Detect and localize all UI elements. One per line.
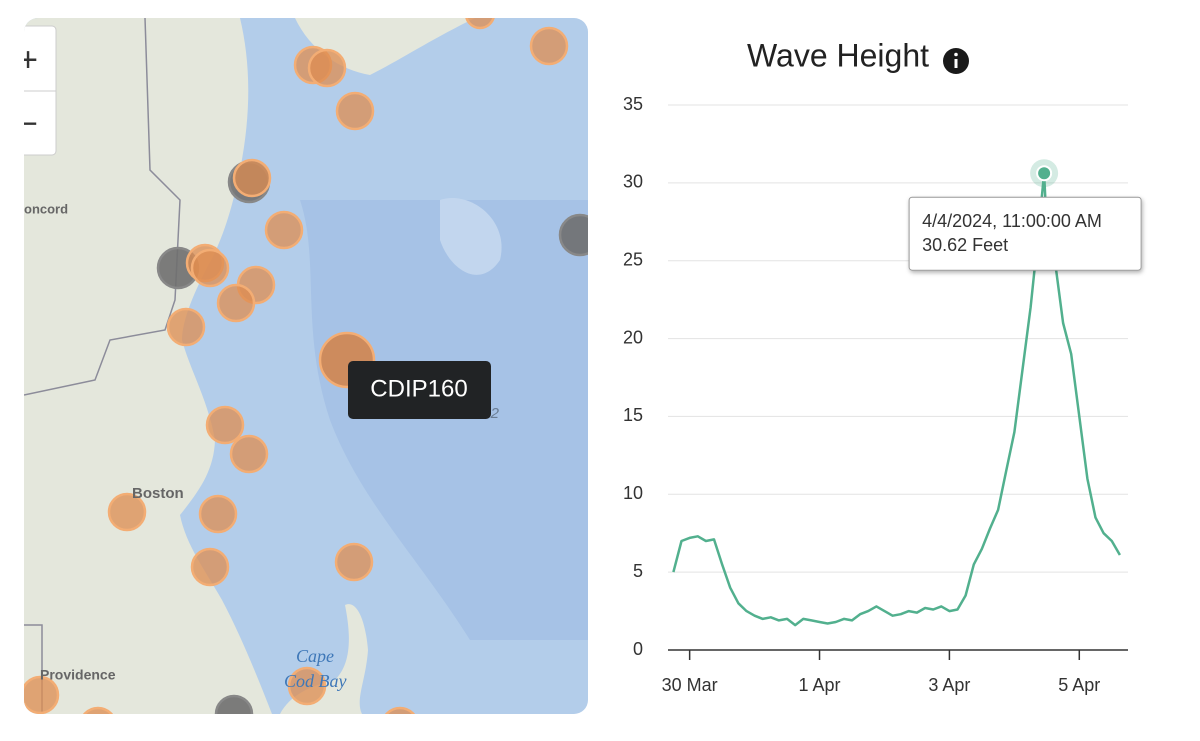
y-tick-label: 35: [623, 94, 643, 114]
buoy-marker: [264, 210, 304, 250]
place-label: Boston: [132, 485, 184, 502]
buoy-marker: [205, 405, 245, 445]
y-tick-label: 25: [623, 249, 643, 269]
y-tick-label: 5: [633, 561, 643, 581]
buoy-marker: [307, 48, 347, 88]
buoy-marker: [216, 283, 256, 323]
y-tick-label: 0: [633, 639, 643, 659]
tooltip-title: 4/4/2024, 11:00:00 AM: [922, 211, 1102, 231]
hover-point: [1036, 165, 1053, 182]
x-tick-label: 1 Apr: [799, 675, 841, 695]
buoy-marker: [166, 307, 206, 347]
x-tick-label: 30 Mar: [662, 675, 718, 695]
y-tick-label: 20: [623, 327, 643, 347]
buoy-marker: [287, 666, 327, 706]
buoy-marker: [529, 26, 569, 66]
info-icon-glyph: [954, 52, 958, 57]
buoy-marker: [229, 434, 269, 474]
buoy-marker: [107, 492, 147, 532]
y-tick-label: 30: [623, 172, 643, 192]
x-tick-label: 5 Apr: [1058, 675, 1100, 695]
map[interactable]: oncord Boston Providence Cape Cod Bay 20…: [14, 0, 600, 736]
tooltip-value: 30.62 Feet: [922, 235, 1008, 255]
deep-water: [300, 200, 588, 640]
buoy-marker: [78, 706, 118, 714]
chart-title: Wave Height: [747, 37, 929, 73]
chart: 0 5 10 15 20 25 30 35 30 Mar 1 Apr 3 Apr 5 Apr 4/4/2…: [623, 94, 1142, 695]
x-tick-label: 3 Apr: [928, 675, 970, 695]
place-label: oncord: [24, 201, 68, 216]
y-tick-label: 10: [623, 483, 643, 503]
state-border: [24, 18, 181, 396]
buoy-marker: [232, 158, 272, 198]
buoy-marker: [198, 494, 238, 534]
buoy-marker: [380, 706, 420, 714]
buoy-marker: [558, 213, 588, 257]
buoy-markers: [24, 18, 588, 714]
buoy-marker: [214, 694, 254, 714]
buoy-marker: [464, 18, 496, 30]
zoom-out[interactable]: −: [18, 105, 38, 143]
place-label: Providence: [40, 667, 116, 683]
zoom-in[interactable]: +: [18, 41, 38, 79]
tooltip: [908, 196, 1142, 271]
buoy-marker: [190, 547, 230, 587]
bank: [440, 198, 502, 275]
land: [24, 18, 272, 714]
buoy-marker: [190, 248, 230, 288]
water-label: Cape: [296, 646, 334, 666]
map-tooltip-text: CDIP160: [370, 375, 467, 402]
cape-cod: [280, 604, 368, 714]
buoy-marker: [335, 91, 375, 131]
y-tick-label: 15: [623, 405, 643, 425]
info-icon-glyph: [954, 59, 958, 68]
buoy-marker: [24, 675, 60, 714]
buoy-marker: [334, 542, 374, 582]
water-label: Cod Bay: [284, 671, 347, 691]
map-tooltip: [348, 361, 491, 419]
